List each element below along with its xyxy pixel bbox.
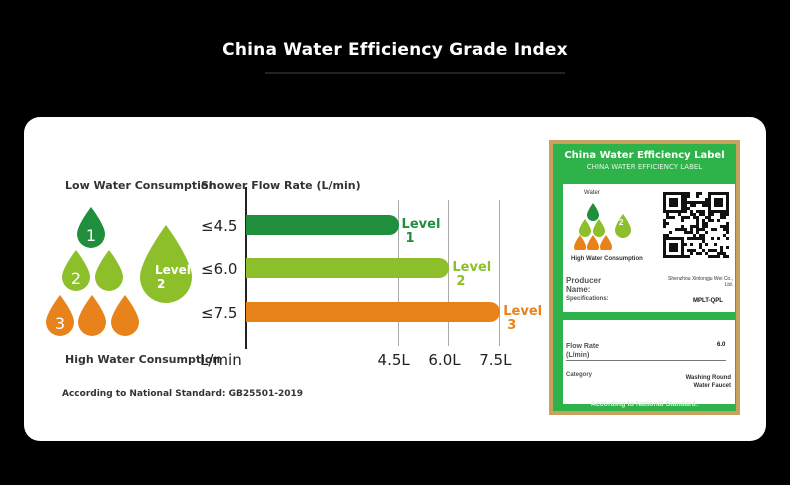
y-category-label: ≤4.5 bbox=[201, 217, 238, 235]
drop-level-3b bbox=[78, 295, 106, 336]
level-label-num: 2 bbox=[456, 274, 466, 289]
level-label-word: Level bbox=[401, 217, 441, 232]
level-label-num: 1 bbox=[405, 231, 415, 246]
label-grade-num: 2 bbox=[619, 218, 624, 227]
drop-level-2b bbox=[95, 250, 123, 291]
label-subtitle: CHINA WATER EFFICIENCY LABEL bbox=[586, 163, 703, 171]
title-underline bbox=[265, 72, 565, 74]
label-category-value: Washing Round Water Faucet bbox=[685, 375, 731, 389]
drop-level-3a: 3 bbox=[46, 295, 74, 336]
standard-note: According to National Standard: GB25501-… bbox=[62, 389, 303, 399]
drop-level-3c bbox=[111, 295, 139, 336]
low-consumption-label: Low Water Consumption bbox=[65, 179, 217, 192]
gridline bbox=[499, 200, 501, 346]
label-info-box: Flow Rate (L/min) 6.0 Category Washing R… bbox=[563, 320, 735, 404]
level-label-word: Level bbox=[452, 260, 492, 275]
svg-text:1: 1 bbox=[86, 226, 96, 245]
x-tick-label: 4.5L bbox=[377, 351, 410, 369]
label-category-label: Category bbox=[566, 372, 593, 378]
chart-title: Shower Flow Rate (L/min) bbox=[201, 179, 361, 192]
y-category-label: ≤7.5 bbox=[201, 304, 238, 322]
drop-level-1: 1 bbox=[77, 207, 105, 248]
label-producer-label: Producer Name: bbox=[566, 276, 602, 294]
level-label-num: 3 bbox=[507, 318, 517, 333]
big-drop-level-num: 2 bbox=[157, 277, 166, 291]
label-flow-label: Flow Rate (L/min) bbox=[566, 343, 600, 359]
water-efficiency-label: China Water Efficiency Label CHINA WATER… bbox=[549, 140, 740, 415]
gridline bbox=[448, 200, 450, 346]
x-unit-label: L/min bbox=[200, 351, 242, 369]
high-consumption-label: High Water Consumption bbox=[65, 353, 221, 366]
drop-level-2-large bbox=[140, 225, 192, 303]
qr-code-icon bbox=[663, 192, 729, 258]
label-water-text: Water bbox=[584, 190, 600, 196]
label-footer: According to National Standard: bbox=[590, 401, 699, 408]
label-consumption: High Water Consumption bbox=[571, 256, 643, 262]
bar bbox=[246, 302, 501, 322]
label-drops-icon bbox=[574, 203, 631, 250]
label-grade-box: Water 2 High Water Consumption Producer … bbox=[563, 184, 735, 312]
label-spec-label: Specifications: bbox=[566, 296, 609, 302]
x-tick-label: 6.0L bbox=[428, 351, 461, 369]
big-drop-level-word: Level bbox=[155, 263, 191, 277]
y-category-label: ≤6.0 bbox=[201, 260, 238, 278]
level-label-word: Level bbox=[503, 304, 543, 319]
x-tick-label: 7.5L bbox=[479, 351, 512, 369]
svg-text:2: 2 bbox=[71, 269, 81, 288]
bar bbox=[246, 258, 450, 278]
drop-level-2a: 2 bbox=[62, 250, 90, 291]
label-title: China Water Efficiency Label bbox=[564, 150, 725, 161]
label-spec-value: MPLT-QPL bbox=[693, 298, 723, 304]
water-drops-legend: 1 2 3 bbox=[46, 207, 192, 336]
bar bbox=[246, 215, 399, 235]
label-flow-value: 6.0 bbox=[717, 342, 726, 348]
label-producer-value: Shenzhou Xinlongju Wei Co., Ltd. bbox=[668, 276, 733, 288]
label-divider bbox=[566, 360, 726, 361]
page-title: China Water Efficiency Grade Index bbox=[222, 40, 568, 60]
svg-text:3: 3 bbox=[55, 314, 65, 333]
